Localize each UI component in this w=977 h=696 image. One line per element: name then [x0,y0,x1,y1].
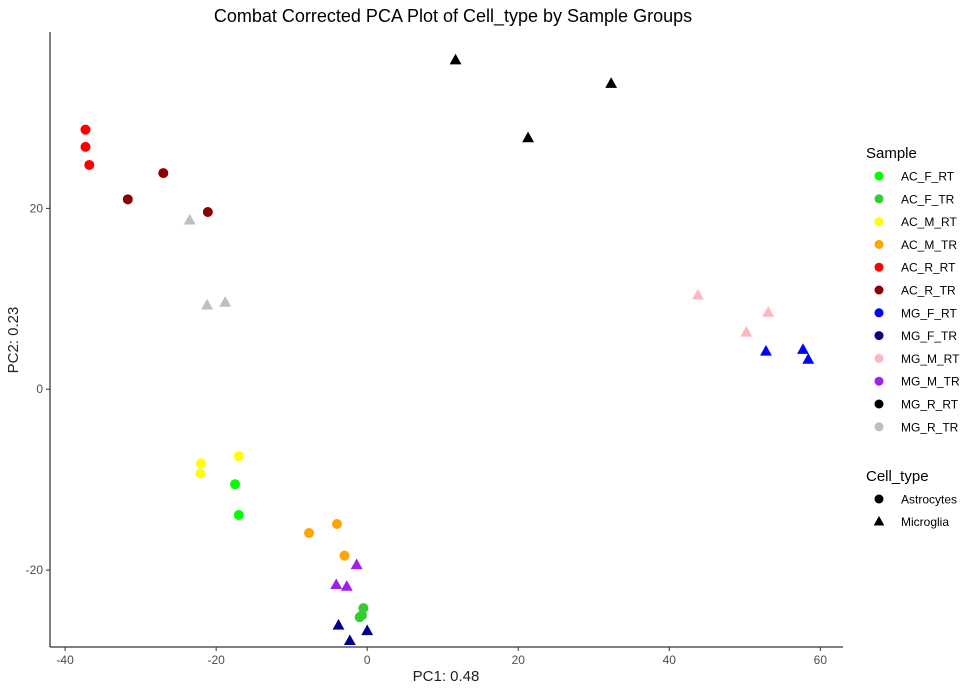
legend-title: Cell_type [866,468,929,485]
data-point-mg-r-rt [522,131,535,143]
y-tick-label: -20 [26,563,44,577]
x-tick-label: -40 [56,653,74,667]
data-point-ac-m-rt [233,451,244,462]
x-tick-label: 40 [663,653,677,667]
data-point-mg-f-tr [332,619,345,630]
legend-label: AC_M_TR [901,238,957,252]
legend-item: MG_R_RT [874,398,959,412]
data-point-mg-m-tr [350,558,363,570]
data-point-mg-r-tr [183,213,196,225]
legend-key-circle [874,262,884,272]
legend-key-circle [874,353,884,363]
data-point-mg-m-tr [330,578,343,589]
legend-item: AC_M_TR [874,238,957,252]
legend-item: AC_F_RT [874,170,955,184]
data-point-ac-m-tr [331,519,342,529]
data-point-ac-r-rt [80,124,91,135]
data-point-mg-f-rt [797,343,809,354]
legend-key-circle [874,194,884,204]
legend-key-circle [874,308,884,318]
legend-key-circle [874,285,884,295]
legend-label: AC_R_TR [901,284,956,298]
data-point-ac-r-tr [202,206,213,217]
x-tick-label: 60 [814,653,828,667]
legend-label: MG_R_RT [901,398,959,412]
data-point-mg-f-rt [760,345,772,356]
y-tick-label: 0 [36,382,43,396]
data-point-mg-m-rt [740,326,753,337]
legend-item: MG_F_RT [874,306,957,320]
legend-key-circle [874,376,884,386]
data-point-ac-f-rt [230,479,241,490]
data-point-ac-m-rt [196,458,207,469]
data-point-mg-r-tr [219,296,232,307]
legend-label: AC_M_RT [901,215,957,229]
legend-item: MG_M_TR [874,375,960,389]
data-points [80,53,815,646]
legend-title: Sample [866,145,917,162]
legend-label: MG_M_RT [901,352,960,366]
data-point-ac-m-tr [339,550,350,561]
data-point-ac-r-tr [158,168,169,179]
legend-item: AC_R_RT [874,261,956,275]
legend-label: Astrocytes [901,493,957,507]
legend-key-circle [874,217,884,227]
legend-label: Microglia [901,515,949,529]
legend-label: MG_F_RT [901,306,957,320]
data-point-ac-m-tr [304,528,315,539]
data-point-ac-m-rt [195,468,206,479]
data-point-mg-m-tr [340,580,353,591]
y-tick-label: 20 [30,201,44,215]
data-point-ac-r-tr [122,194,133,205]
legend-label: MG_F_TR [901,329,957,343]
legend-item: MG_R_TR [874,420,959,434]
x-tick-label: 20 [512,653,526,667]
legend-item: AC_F_TR [874,192,955,206]
data-point-mg-f-tr [361,624,374,636]
legend: Sample AC_F_RT AC_F_TR AC_M_RT AC_M_TR AC_R_R… [866,145,960,529]
legend-key-triangle [873,515,885,526]
data-point-ac-f-rt [233,509,244,520]
y-axis-title: PC2: 0.23 [5,307,22,374]
legend-label: AC_R_RT [901,261,956,275]
legend-key-circle [874,239,884,249]
legend-label: MG_R_TR [901,420,959,434]
data-point-mg-f-tr [343,634,356,646]
chart-title: Combat Corrected PCA Plot of Cell_type b… [214,6,692,27]
x-tick-label: 0 [364,653,371,667]
legend-key-circle [874,171,884,181]
data-point-ac-r-rt [80,141,91,152]
x-axis-title: PC1: 0.48 [413,668,480,685]
legend-item: MG_M_RT [874,352,960,366]
legend-key-circle [874,331,884,341]
data-point-mg-r-tr [201,298,214,310]
data-point-mg-f-rt [802,353,815,364]
legend-label: AC_F_TR [901,192,955,206]
x-ticks: -40 -20 0 20 40 60 [56,647,827,667]
data-point-ac-r-rt [84,159,95,170]
legend-key-circle [874,399,884,409]
x-tick-label: -20 [207,653,225,667]
legend-key-circle [874,422,884,432]
legend-item: AC_R_TR [874,284,956,298]
data-point-mg-r-rt [449,53,462,65]
y-ticks: -20 0 20 [26,201,50,577]
legend-label: MG_M_TR [901,375,960,389]
legend-item: Microglia [873,515,949,529]
legend-key-circle [874,494,884,504]
legend-item: Astrocytes [874,493,957,507]
data-point-ac-f-tr [356,610,367,621]
data-point-mg-m-rt [762,306,775,317]
plot-area: -40 -20 0 20 40 60 -20 0 20 [26,32,843,667]
legend-label: AC_F_RT [901,170,955,184]
legend-item: MG_F_TR [874,329,957,343]
data-point-mg-m-rt [692,288,704,300]
legend-item: AC_M_RT [874,215,957,229]
data-point-mg-r-rt [605,77,618,88]
